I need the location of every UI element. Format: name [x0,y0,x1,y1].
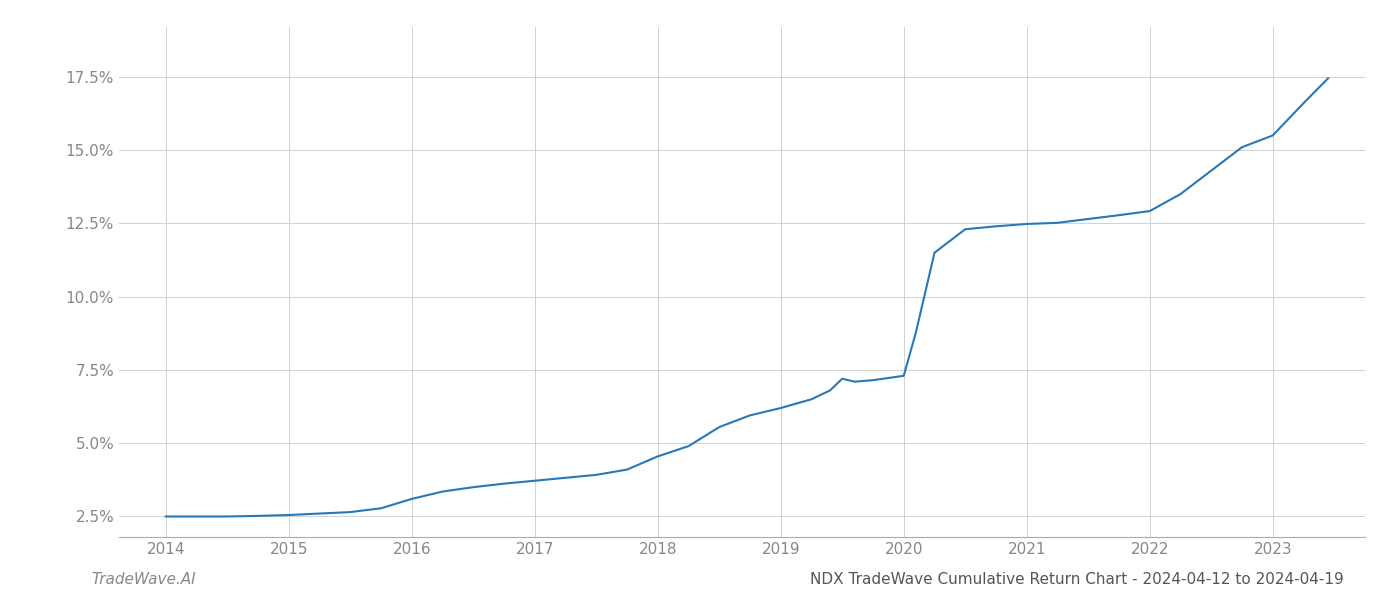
Text: NDX TradeWave Cumulative Return Chart - 2024-04-12 to 2024-04-19: NDX TradeWave Cumulative Return Chart - … [811,572,1344,587]
Text: TradeWave.AI: TradeWave.AI [91,572,196,587]
